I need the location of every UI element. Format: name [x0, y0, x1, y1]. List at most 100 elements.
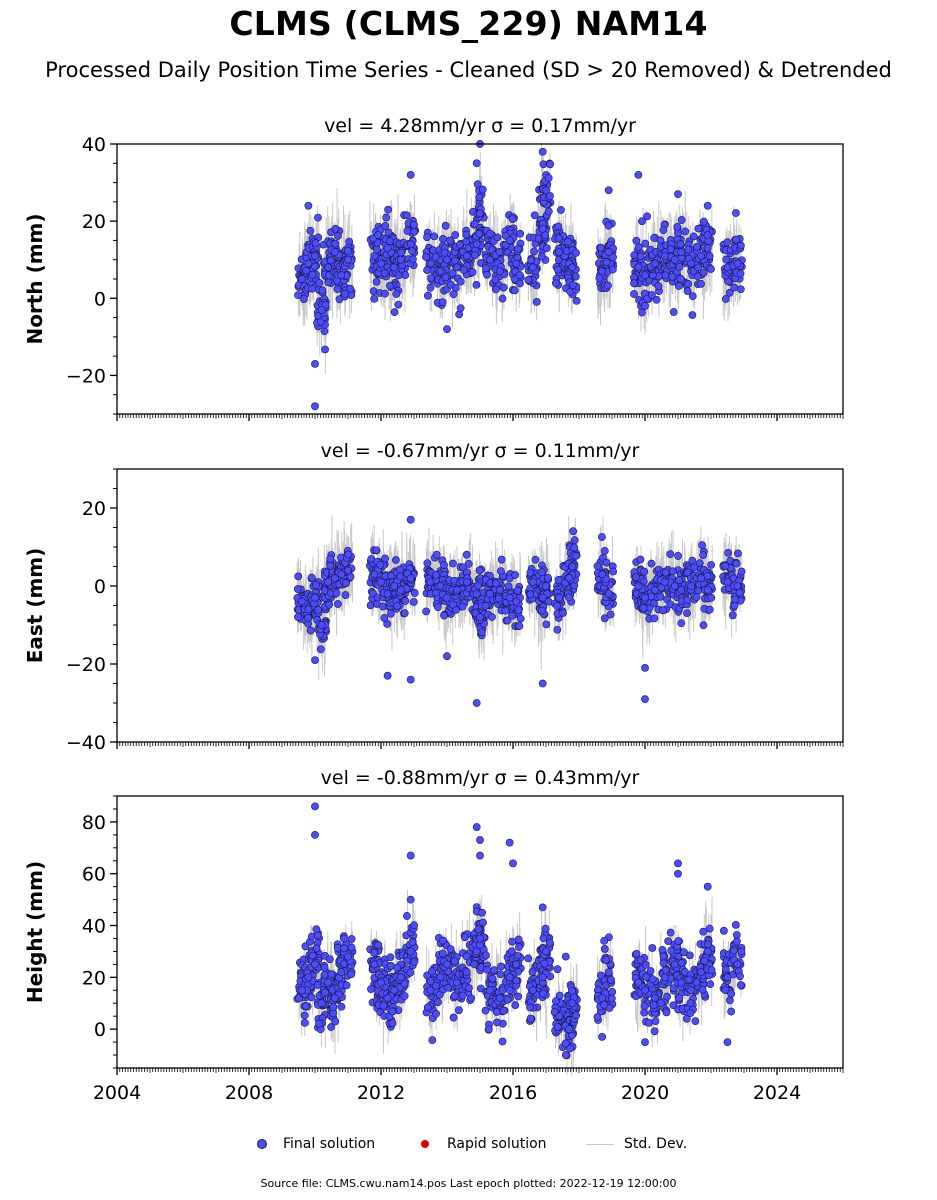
data-point: [488, 613, 496, 621]
y-tick-label: 20: [82, 211, 106, 233]
data-point: [722, 255, 731, 264]
data-point: [423, 233, 431, 242]
data-point: [596, 243, 605, 252]
data-point: [462, 230, 471, 239]
data-point: [337, 570, 346, 579]
data-point: [452, 263, 461, 272]
data-point: [426, 283, 435, 292]
outlier-point: [703, 201, 712, 210]
data-point: [659, 226, 668, 235]
data-point: [498, 294, 507, 303]
data-point: [732, 209, 740, 217]
data-point: [598, 267, 606, 276]
data-point: [699, 217, 708, 226]
data-point: [673, 222, 682, 231]
data-point: [344, 550, 353, 559]
data-point: [666, 550, 675, 559]
data-point: [703, 231, 712, 240]
data-point: [723, 578, 732, 586]
data-point: [647, 559, 656, 568]
data-point: [687, 259, 696, 268]
data-point: [384, 205, 393, 214]
data-point: [698, 541, 706, 550]
outlier-point: [304, 201, 313, 210]
data-point: [595, 274, 604, 283]
data-point: [725, 288, 734, 297]
data-point: [659, 606, 667, 615]
data-point: [604, 589, 613, 598]
data-point: [705, 252, 714, 261]
data-point: [555, 593, 564, 602]
outlier-point: [472, 699, 481, 707]
data-point: [593, 562, 602, 571]
data-point: [462, 251, 471, 260]
data-point: [693, 242, 701, 251]
data-point: [683, 287, 692, 296]
data-point: [345, 237, 354, 246]
data-point: [475, 193, 484, 202]
data-point: [553, 601, 561, 610]
data-point: [448, 600, 457, 609]
data-point: [723, 263, 732, 272]
data-point: [572, 248, 580, 257]
data-point: [462, 550, 471, 559]
data-point: [448, 269, 457, 278]
outlier-point: [641, 695, 649, 703]
data-point: [638, 217, 646, 226]
data-point: [723, 238, 732, 247]
data-point: [304, 259, 313, 268]
data-point: [730, 283, 739, 292]
data-point: [604, 248, 613, 256]
data-point: [475, 229, 484, 238]
data-point: [694, 263, 703, 272]
data-point: [736, 241, 745, 250]
data-point: [440, 561, 448, 569]
outlier-point: [311, 402, 319, 411]
data-point: [302, 266, 311, 275]
data-point: [391, 556, 400, 564]
data-point: [538, 593, 547, 602]
data-point: [483, 270, 491, 279]
data-point: [481, 601, 490, 610]
data-point: [426, 578, 435, 586]
data-point: [422, 607, 431, 616]
outlier-point: [641, 664, 649, 672]
data-point: [304, 613, 313, 622]
data-point: [697, 574, 705, 583]
data-point: [532, 298, 541, 306]
data-point: [598, 570, 606, 579]
data-point: [459, 563, 468, 572]
data-point: [565, 593, 573, 602]
data-point: [528, 578, 537, 586]
data-point: [684, 279, 693, 288]
data-point: [311, 239, 320, 248]
data-point: [683, 568, 692, 577]
y-tick-label: 40: [82, 134, 106, 156]
panel-title: vel = -0.67mm/yr σ = 0.11mm/yr: [321, 440, 640, 462]
data-point: [693, 272, 702, 281]
data-point: [501, 606, 510, 615]
data-point: [381, 554, 390, 563]
data-point: [436, 582, 445, 590]
data-point: [703, 586, 712, 594]
data-point: [508, 215, 517, 223]
data-point: [326, 561, 335, 570]
data-point: [640, 567, 649, 576]
outlier-point: [538, 679, 547, 688]
data-point: [452, 586, 461, 594]
data-point: [643, 212, 652, 221]
data-point: [377, 259, 385, 268]
data-point: [477, 628, 486, 637]
figure-subtitle: Processed Daily Position Time Series - C…: [45, 58, 892, 82]
data-point: [423, 291, 432, 300]
data-point: [308, 270, 317, 279]
data-point: [660, 251, 669, 260]
data-point: [516, 229, 525, 238]
data-point: [546, 192, 554, 200]
data-point: [401, 597, 410, 605]
data-point: [366, 601, 375, 610]
data-point: [639, 604, 648, 612]
outlier-point: [472, 159, 481, 168]
data-point: [432, 550, 441, 559]
data-point: [638, 308, 646, 317]
